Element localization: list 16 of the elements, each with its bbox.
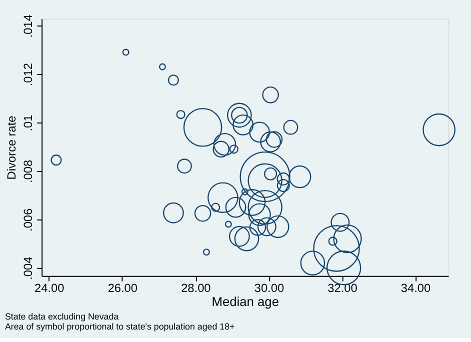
y-tick-label: .014 xyxy=(21,14,36,38)
x-tick-label: 30.00 xyxy=(254,281,284,296)
text: State data excluding Nevada xyxy=(4,311,119,322)
y-tick-label: .012 xyxy=(21,63,36,86)
y-tick-label: .01 xyxy=(21,114,36,132)
x-tick-label: 28.00 xyxy=(181,281,212,296)
y-tick-label: .004 xyxy=(21,256,36,280)
x-tick-label: 26.00 xyxy=(108,281,138,296)
y-tick-label: .008 xyxy=(21,160,36,184)
text: Area of symbol proportional to state's population aged 18+ xyxy=(4,321,235,332)
x-tick-label: 24.00 xyxy=(34,281,65,296)
y-axis-title: Divorce rate xyxy=(4,115,18,180)
y-tick-label: .006 xyxy=(21,208,36,232)
x-tick-label: 34.00 xyxy=(400,281,431,296)
x-axis-title: Median age xyxy=(212,294,280,310)
x-tick-label: 32.00 xyxy=(328,281,358,296)
